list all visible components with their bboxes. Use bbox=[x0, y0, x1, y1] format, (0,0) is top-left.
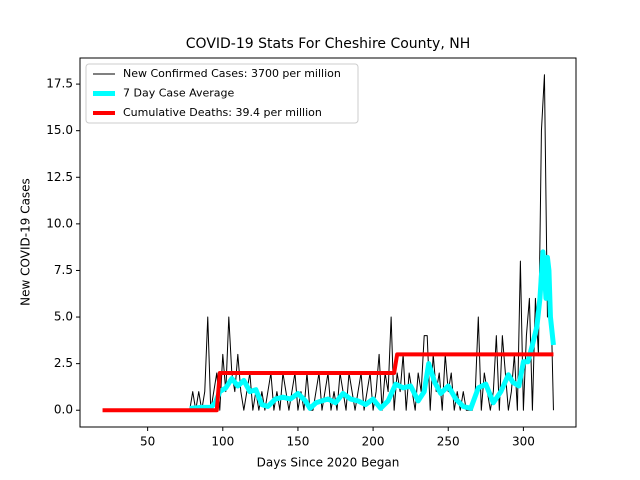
y-tick-label: 5.0 bbox=[54, 310, 73, 324]
chart-title: COVID-19 Stats For Cheshire County, NH bbox=[186, 36, 470, 52]
x-tick-label: 100 bbox=[211, 435, 234, 449]
y-axis-label: New COVID-19 Cases bbox=[19, 178, 33, 306]
legend-label: New Confirmed Cases: 3700 per million bbox=[123, 67, 341, 80]
legend: New Confirmed Cases: 3700 per million 7 D… bbox=[85, 63, 359, 124]
legend-label: Cumulative Deaths: 39.4 per million bbox=[123, 106, 322, 119]
y-tick-label: 17.5 bbox=[46, 77, 73, 91]
x-axis-label: Days Since 2020 Began bbox=[257, 456, 400, 470]
x-tick-label: 300 bbox=[512, 435, 535, 449]
legend-box bbox=[85, 63, 359, 124]
series-line bbox=[102, 352, 554, 413]
plot-frame bbox=[79, 57, 577, 428]
series-line bbox=[189, 74, 554, 411]
series-line bbox=[189, 249, 556, 411]
x-tick-label: 150 bbox=[286, 435, 309, 449]
y-tick-label: 2.5 bbox=[54, 356, 73, 370]
y-tick-label: 7.5 bbox=[54, 263, 73, 277]
y-tick-label: 0.0 bbox=[54, 403, 73, 417]
y-tick-label: 15.0 bbox=[46, 123, 73, 137]
y-tick-label: 10.0 bbox=[46, 216, 73, 230]
x-tick-label: 200 bbox=[362, 435, 385, 449]
x-tick-label: 250 bbox=[437, 435, 460, 449]
y-tick-label: 12.5 bbox=[46, 170, 73, 184]
legend-label: 7 Day Case Average bbox=[123, 87, 235, 100]
x-tick-label: 50 bbox=[140, 435, 155, 449]
